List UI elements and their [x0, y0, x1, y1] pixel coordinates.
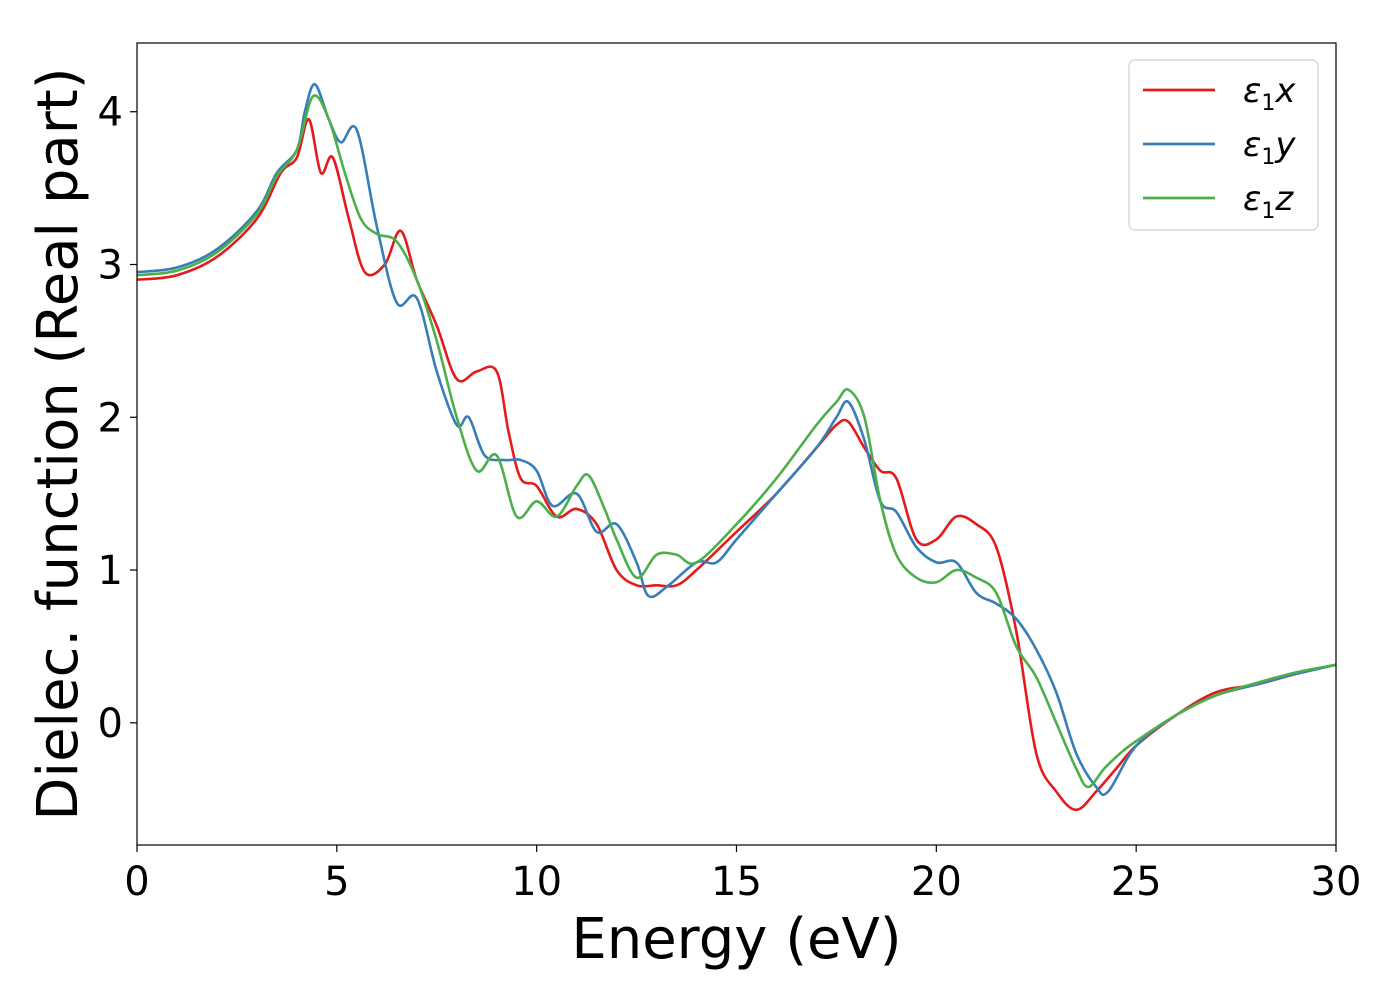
- y-axis-label: Dielec. function (Real part): [26, 67, 91, 820]
- y-tick-label: 4: [98, 90, 123, 136]
- x-tick-label: 20: [911, 859, 962, 905]
- series-line-z: [136, 94, 1337, 789]
- y-tick-label: 0: [98, 701, 123, 747]
- plot-lines: [136, 82, 1337, 812]
- y-tick-label: 1: [98, 548, 123, 594]
- x-tick-label: 15: [711, 859, 762, 905]
- x-axis-ticks: 0 5 10 15 20 25 30: [124, 845, 1361, 905]
- y-tick-label: 3: [98, 243, 123, 289]
- x-axis-label: Energy (eV): [571, 907, 901, 972]
- legend-box: [1128, 59, 1319, 231]
- series-line-y: [136, 82, 1337, 797]
- legend-label-x: ε1x: [1243, 71, 1296, 116]
- x-tick-label: 5: [324, 859, 349, 905]
- x-tick-label: 25: [1111, 859, 1162, 905]
- x-tick-label: 10: [511, 859, 562, 905]
- x-tick-label: 30: [1311, 859, 1362, 905]
- legend-label-y: ε1y: [1243, 125, 1296, 170]
- legend-label-z: ε1z: [1243, 179, 1294, 224]
- x-tick-label: 0: [124, 859, 149, 905]
- y-tick-label: 2: [98, 395, 123, 441]
- legend: ε1x ε1y ε1z: [1128, 59, 1319, 231]
- series-line-x: [136, 118, 1337, 812]
- y-axis-ticks: 0 1 2 3 4: [98, 90, 137, 747]
